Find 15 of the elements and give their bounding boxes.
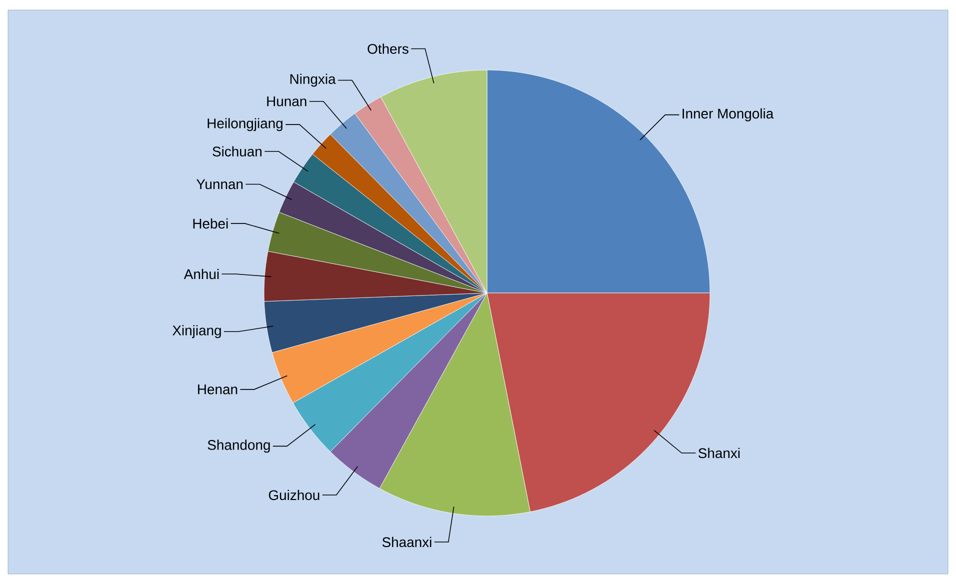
slice-label: Hebei <box>193 218 228 229</box>
slice-label: Hunan <box>267 96 306 106</box>
slice-label: Others <box>368 44 408 54</box>
slice-label: Xinjiang <box>172 325 221 338</box>
slice-label: Shandong <box>208 440 270 453</box>
slice-label: Henan <box>198 384 238 394</box>
slice-label: Shaanxi <box>382 536 432 548</box>
slice-label: Inner Mongolia <box>682 108 774 122</box>
slice-label: Yunnan <box>196 179 243 190</box>
slice-label: Ningxia <box>290 74 336 87</box>
slice-label: Guizhou <box>268 490 320 500</box>
slice-label: Heilongjiang <box>208 118 282 132</box>
slice-label: Anhui <box>184 268 219 280</box>
slice-label: Sichuan <box>212 146 262 156</box>
slice-label: Shanxi <box>698 448 740 458</box>
